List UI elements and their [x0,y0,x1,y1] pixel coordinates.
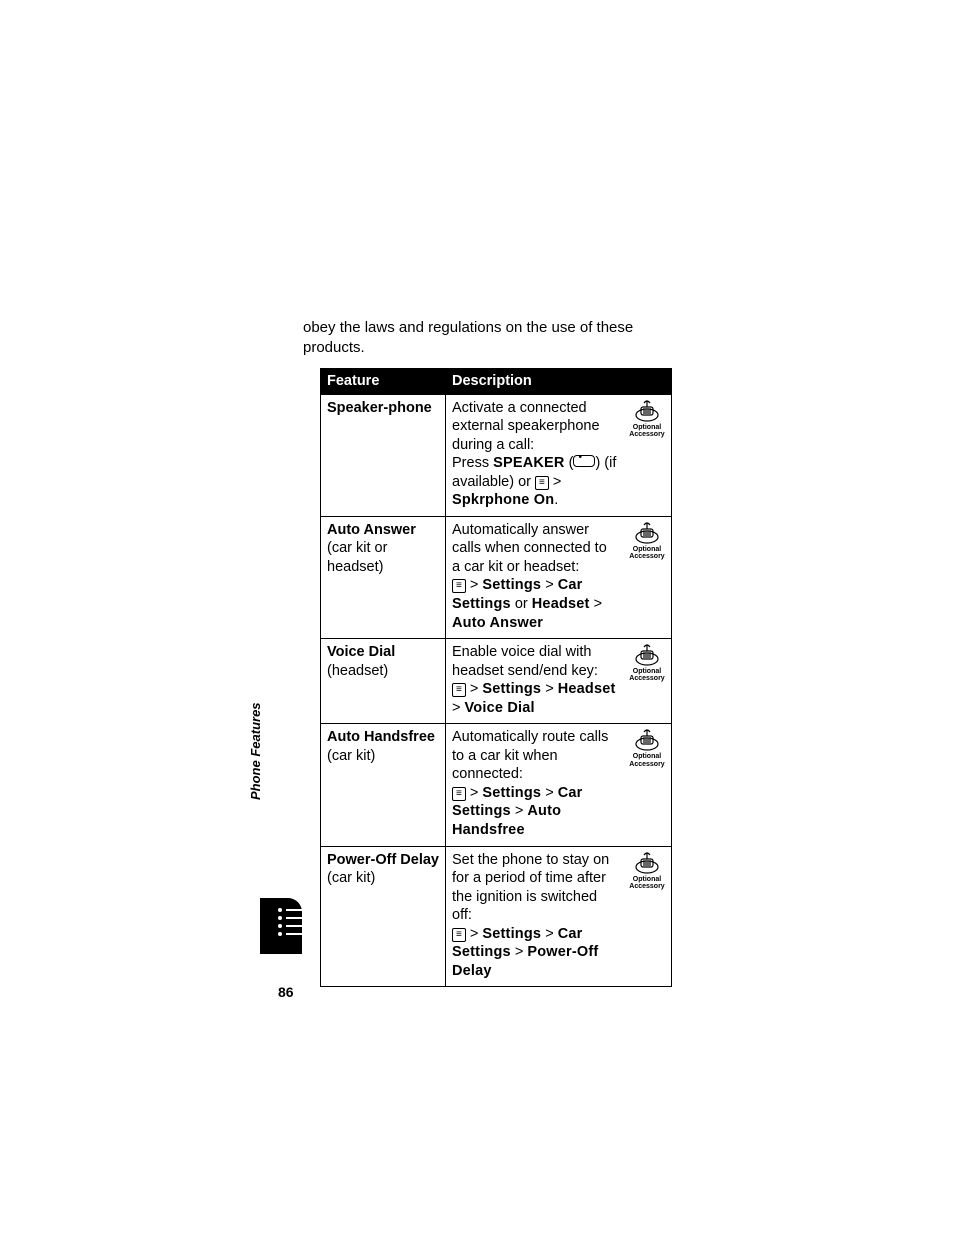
menu-key-icon: ≡ [452,928,466,942]
description-cell: OptionalAccessoryActivate a connected ex… [446,394,672,516]
ui-label: SPEAKER [493,455,565,471]
ui-path: Auto Answer [452,615,543,631]
feature-cell: Speaker-phone [321,394,446,516]
feature-cell: Power-Off Delay (car kit) [321,846,446,987]
thumb-tab-icon [278,908,308,940]
ui-path: Voice Dial [465,700,535,716]
optional-accessory-icon: OptionalAccessory [625,849,669,891]
ui-path: Settings [482,926,541,942]
table-row: Auto Answer (car kit or headset) Optiona… [321,516,672,638]
feature-name: Auto Answer [327,522,416,538]
optional-accessory-icon: OptionalAccessory [625,397,669,439]
intro-paragraph: obey the laws and regulations on the use… [303,318,673,359]
header-description: Description [446,369,672,395]
description-cell: OptionalAccessoryEnable voice dial with … [446,639,672,724]
ui-path: Settings [482,785,541,801]
description-cell: OptionalAccessoryAutomatically answer ca… [446,516,672,638]
ui-path: Spkrphone On [452,492,554,508]
side-tab-label: Phone Features [248,702,263,800]
table-row: Power-Off Delay (car kit) OptionalAccess… [321,846,672,987]
table-row: Speaker-phone OptionalAccessoryActivate … [321,394,672,516]
ui-path: Headset [532,596,590,612]
page-number: 86 [278,984,294,1000]
description-text: Set the phone to stay on for a period of… [452,851,617,981]
feature-qualifier: (car kit) [327,748,375,764]
ui-path: Settings [482,681,541,697]
description-cell: OptionalAccessorySet the phone to stay o… [446,846,672,987]
description-cell: OptionalAccessoryAutomatically route cal… [446,724,672,846]
description-text: Enable voice dial with headset send/end … [452,643,617,717]
feature-name: Auto Handsfree [327,729,435,745]
feature-cell: Auto Handsfree (car kit) [321,724,446,846]
page: obey the laws and regulations on the use… [0,0,954,1235]
softkey-icon [573,455,595,467]
feature-qualifier: (headset) [327,663,388,679]
menu-key-icon: ≡ [535,476,549,490]
menu-key-icon: ≡ [452,683,466,697]
optional-accessory-icon: OptionalAccessory [625,519,669,561]
table-row: Voice Dial (headset) OptionalAccessoryEn… [321,639,672,724]
feature-name: Voice Dial [327,644,395,660]
feature-name: Speaker-phone [327,400,432,416]
ui-path: Settings [482,577,541,593]
features-table: Feature Description Speaker-phone Option… [320,368,672,987]
feature-qualifier: (car kit) [327,870,375,886]
header-feature: Feature [321,369,446,395]
menu-key-icon: ≡ [452,787,466,801]
ui-path: Headset [558,681,616,697]
feature-name: Power-Off Delay [327,852,439,868]
optional-accessory-icon: OptionalAccessory [625,641,669,683]
optional-accessory-icon: OptionalAccessory [625,726,669,768]
feature-cell: Voice Dial (headset) [321,639,446,724]
table-row: Auto Handsfree (car kit) OptionalAccesso… [321,724,672,846]
menu-key-icon: ≡ [452,579,466,593]
feature-qualifier: (car kit or headset) [327,540,387,575]
description-text: Automatically route calls to a car kit w… [452,728,617,839]
feature-cell: Auto Answer (car kit or headset) [321,516,446,638]
description-text: Activate a connected external speakerpho… [452,399,617,510]
features-table-wrap: Feature Description Speaker-phone Option… [320,368,672,987]
description-text: Automatically answer calls when connecte… [452,521,617,632]
